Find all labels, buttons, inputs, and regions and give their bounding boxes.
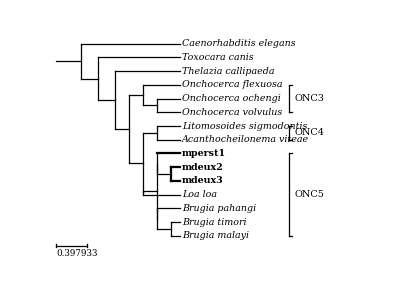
Text: Thelazia callipaeda: Thelazia callipaeda [182, 67, 274, 76]
Text: Toxocara canis: Toxocara canis [182, 53, 253, 62]
Text: mdeux2: mdeux2 [182, 163, 224, 172]
Text: Brugia pahangi: Brugia pahangi [182, 204, 256, 213]
Text: Brugia malayi: Brugia malayi [182, 231, 249, 240]
Text: Brugia timori: Brugia timori [182, 218, 246, 226]
Text: Onchocerca volvulus: Onchocerca volvulus [182, 108, 282, 117]
Text: Litomosoides sigmodontis: Litomosoides sigmodontis [182, 122, 307, 130]
Text: mperst1: mperst1 [182, 149, 226, 158]
Text: ONC5: ONC5 [295, 190, 325, 199]
Text: Caenorhabditis elegans: Caenorhabditis elegans [182, 39, 295, 48]
Text: Loa loa: Loa loa [182, 190, 217, 199]
Text: Acanthocheilonema viteae: Acanthocheilonema viteae [182, 135, 309, 144]
Text: Onchocerca ochengi: Onchocerca ochengi [182, 94, 280, 103]
Text: ONC3: ONC3 [295, 94, 325, 103]
Text: Onchocerca flexuosa: Onchocerca flexuosa [182, 80, 282, 89]
Text: mdeux3: mdeux3 [182, 176, 224, 185]
Text: 0.397933: 0.397933 [56, 249, 98, 258]
Text: ONC4: ONC4 [295, 128, 325, 137]
